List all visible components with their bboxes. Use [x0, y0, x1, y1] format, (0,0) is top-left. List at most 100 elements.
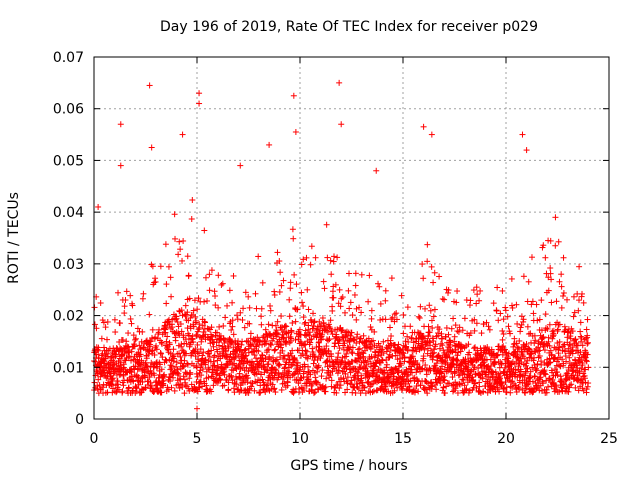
data-point — [454, 288, 461, 295]
data-point — [377, 300, 384, 307]
data-point — [228, 327, 235, 334]
data-point — [329, 331, 336, 338]
data-point — [312, 254, 319, 261]
data-point — [401, 354, 408, 361]
data-point — [339, 294, 346, 301]
data-point — [201, 227, 208, 234]
data-point — [123, 288, 130, 295]
data-point — [311, 319, 318, 326]
data-point — [412, 387, 419, 394]
data-point — [208, 324, 215, 331]
data-point — [182, 302, 189, 309]
data-point — [473, 300, 480, 307]
data-point — [213, 367, 220, 374]
data-point — [499, 327, 506, 334]
data-point — [216, 376, 223, 383]
data-point — [392, 352, 399, 359]
data-point — [310, 325, 317, 332]
data-point — [377, 316, 384, 323]
data-point — [405, 338, 412, 345]
data-point — [323, 343, 330, 350]
data-point — [545, 383, 552, 390]
data-point — [146, 82, 153, 89]
data-point — [326, 336, 333, 343]
data-point — [376, 283, 383, 290]
data-point — [230, 331, 237, 338]
data-point — [265, 361, 272, 368]
data-point — [187, 325, 194, 332]
data-point — [318, 331, 325, 338]
data-point — [255, 253, 262, 260]
data-point — [330, 253, 337, 260]
data-point — [180, 363, 187, 370]
data-point — [184, 309, 191, 316]
data-point — [356, 304, 363, 311]
data-point — [131, 343, 138, 350]
data-point — [200, 349, 207, 356]
data-point — [218, 281, 225, 288]
data-point — [382, 316, 389, 323]
data-point — [424, 390, 431, 397]
data-point — [245, 368, 252, 375]
data-point — [217, 355, 224, 362]
data-point — [299, 351, 306, 358]
data-point — [190, 339, 197, 346]
data-point — [340, 346, 347, 353]
data-point — [388, 333, 395, 340]
data-point — [216, 342, 223, 349]
data-point — [501, 346, 508, 353]
y-tick-label: 0.03 — [53, 257, 84, 273]
data-point — [194, 341, 201, 348]
data-point — [353, 340, 360, 347]
data-point — [391, 311, 398, 318]
data-point — [251, 351, 258, 358]
data-point — [267, 307, 274, 314]
data-point — [294, 359, 301, 366]
data-point — [426, 329, 433, 336]
data-point — [386, 351, 393, 358]
data-point — [91, 321, 98, 328]
data-point — [514, 320, 521, 327]
data-point — [157, 263, 164, 270]
data-point — [404, 346, 411, 353]
data-point — [332, 281, 339, 288]
data-point — [301, 387, 308, 394]
data-point — [429, 350, 436, 357]
data-point — [234, 316, 241, 323]
data-point — [173, 315, 180, 322]
data-point — [528, 254, 535, 261]
data-point — [563, 296, 570, 303]
data-point — [209, 333, 216, 340]
data-point — [435, 332, 442, 339]
data-point — [376, 374, 383, 381]
data-point — [183, 340, 190, 347]
data-point — [428, 317, 435, 324]
data-point — [524, 323, 531, 330]
data-point — [127, 315, 134, 322]
data-point — [392, 365, 399, 372]
data-point — [115, 386, 122, 393]
data-point — [233, 381, 240, 388]
data-point — [155, 326, 162, 333]
data-point — [421, 335, 428, 342]
data-point — [502, 304, 509, 311]
data-point — [348, 349, 355, 356]
data-point — [163, 357, 170, 364]
data-point — [288, 335, 295, 342]
data-point — [148, 144, 155, 151]
data-point — [366, 272, 373, 279]
data-point — [296, 326, 303, 333]
data-point — [252, 366, 259, 373]
data-point — [292, 318, 299, 325]
chart-title: Day 196 of 2019, Rate Of TEC Index for r… — [160, 19, 538, 35]
data-point — [170, 374, 177, 381]
data-point — [143, 355, 150, 362]
data-point — [164, 333, 171, 340]
data-point — [305, 306, 312, 313]
data-point — [416, 315, 423, 322]
x-tick-label: 20 — [497, 431, 515, 447]
data-point — [499, 336, 506, 343]
data-point — [445, 287, 452, 294]
data-point — [419, 261, 426, 268]
data-point — [369, 380, 376, 387]
